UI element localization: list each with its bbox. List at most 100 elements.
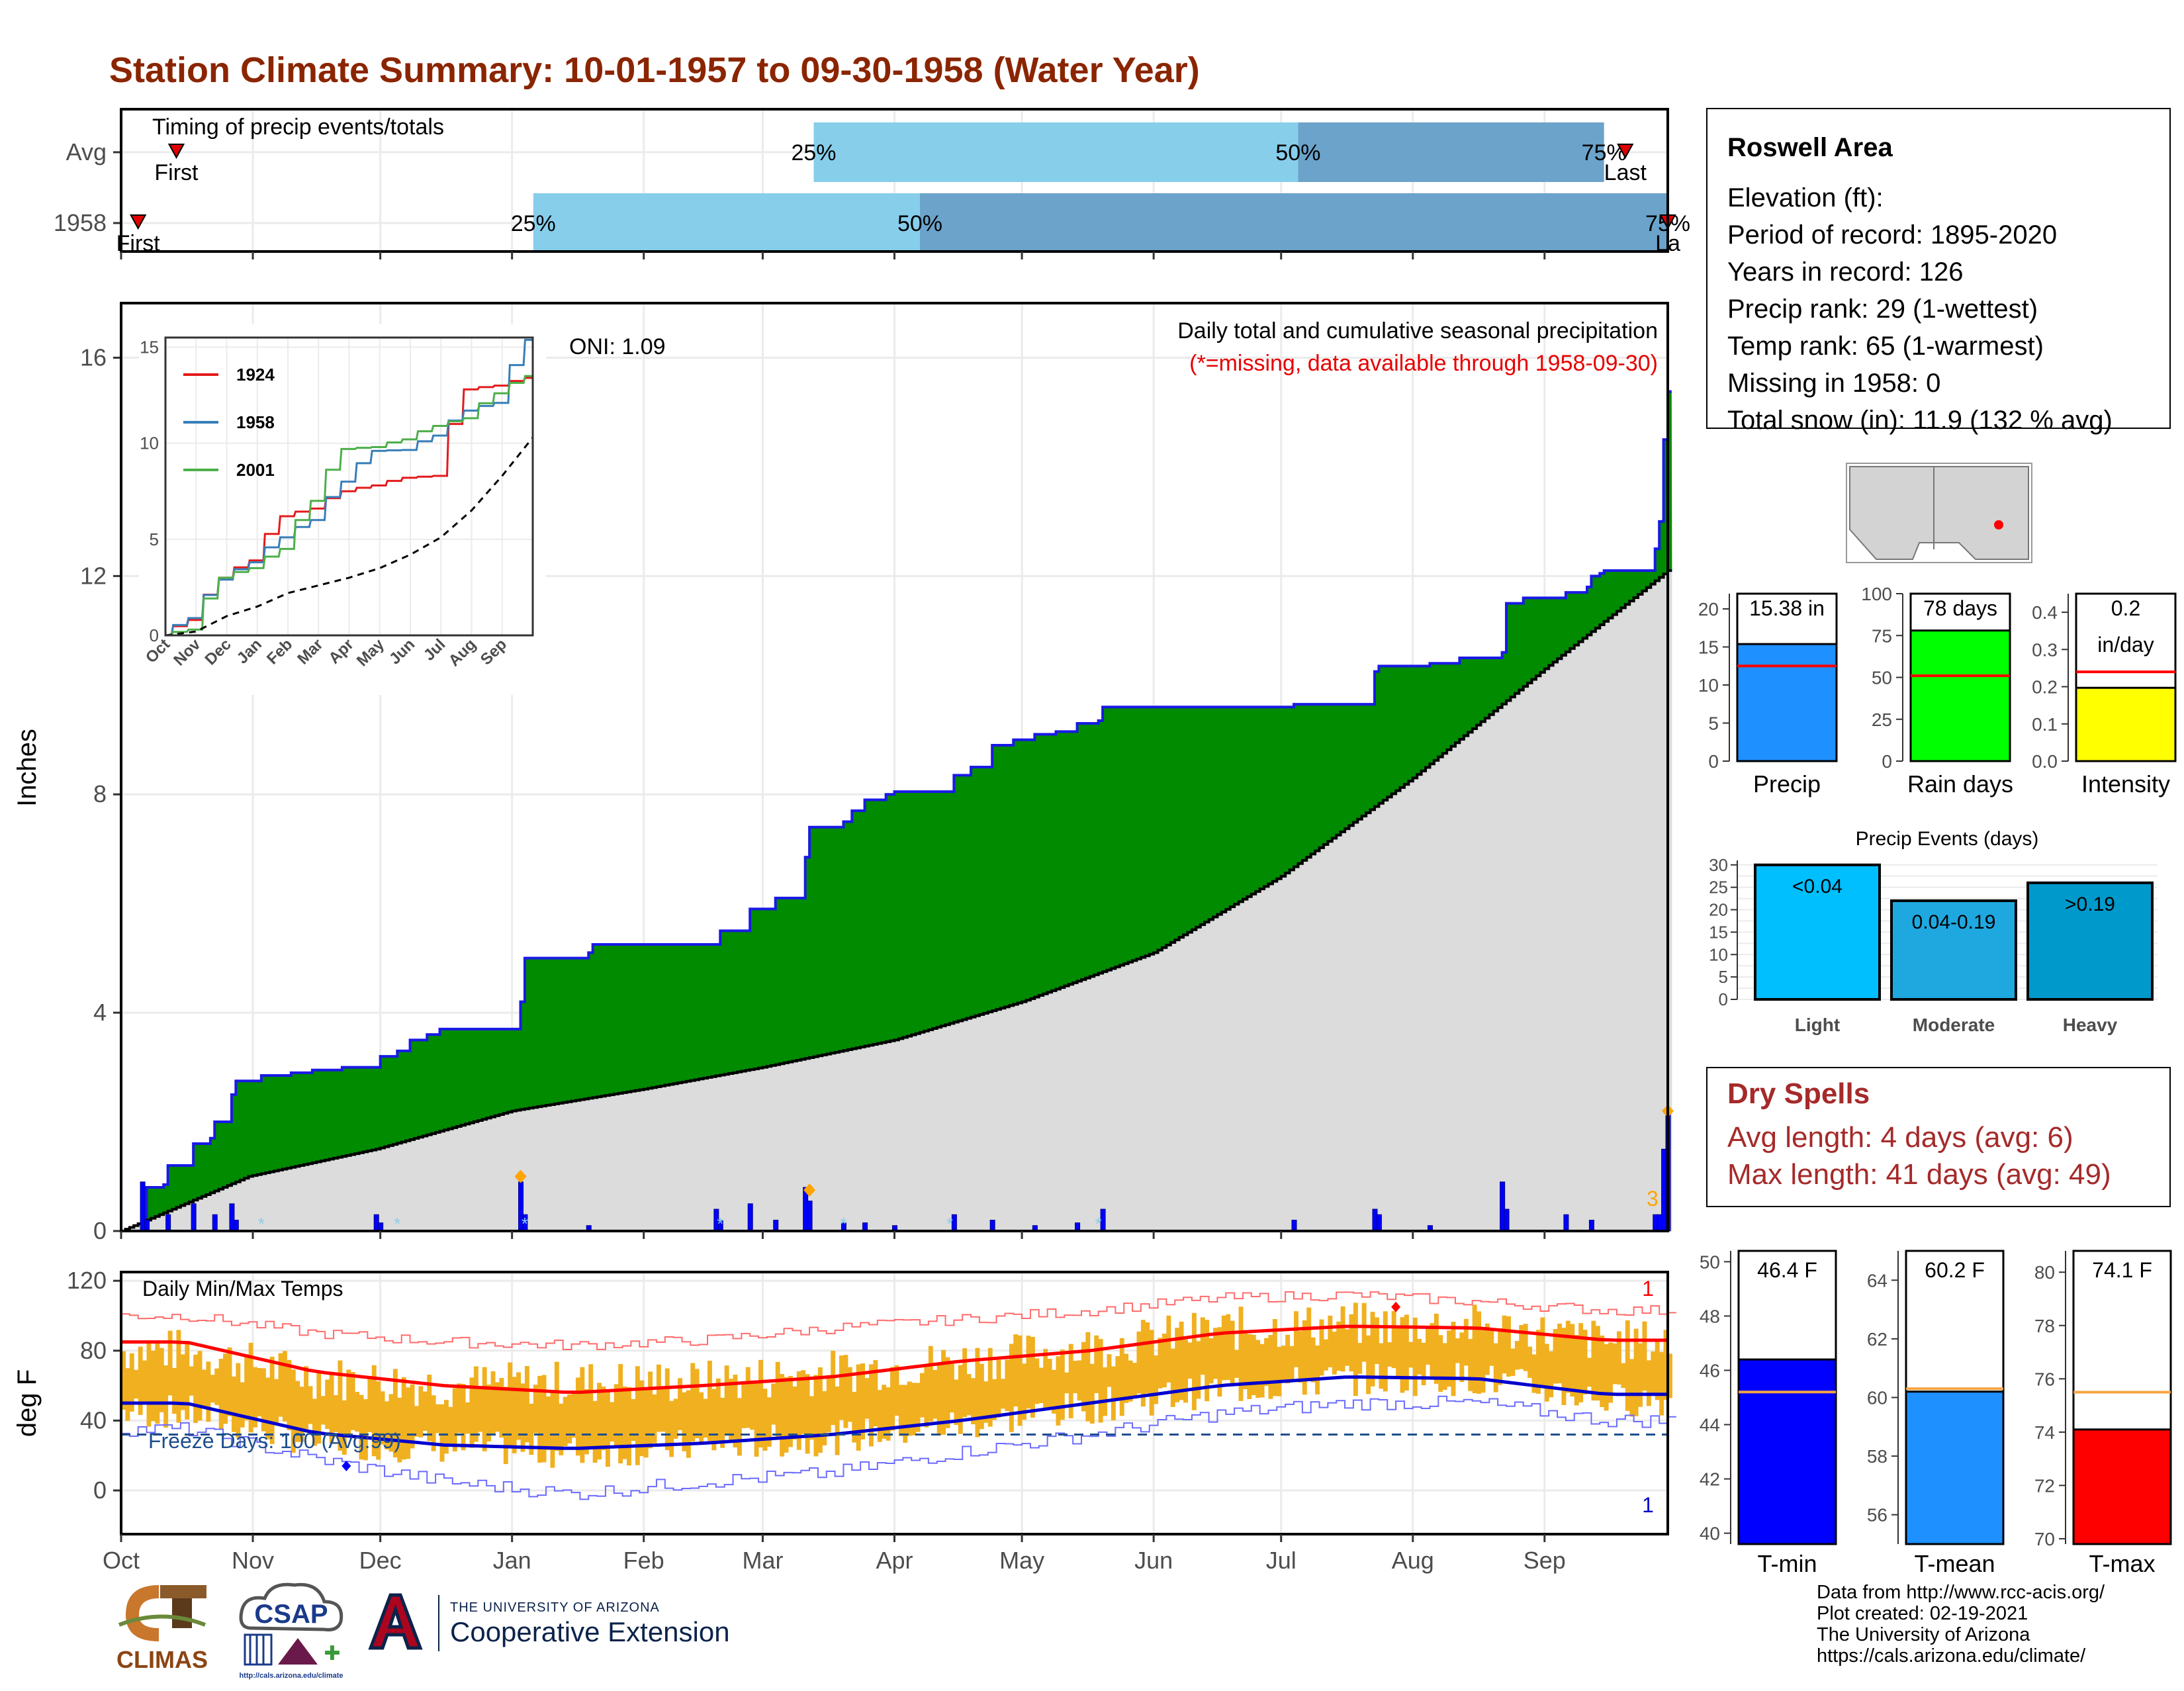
daily-temp-bar [512, 1377, 517, 1453]
tmin-bar [1737, 1358, 1837, 1545]
freeze-days-label: Freeze Days: 100 (Avg:99) [148, 1429, 401, 1453]
inset-y-tick-label: 5 [150, 529, 159, 549]
daily-temp-bar [520, 1383, 525, 1452]
daily-temp-bar [1383, 1311, 1388, 1392]
daily-temp-bar [635, 1366, 640, 1465]
daily-temp-bar [1208, 1338, 1214, 1384]
daily-temp-bar [780, 1374, 785, 1457]
daily-temp-bar [308, 1386, 313, 1424]
daily-temp-bar [1489, 1330, 1494, 1366]
daily-temp-bar [796, 1371, 801, 1450]
precip-summary-tick-label: 0 [1708, 751, 1719, 772]
daily-temp-bar [720, 1397, 725, 1448]
precip-events-tick-label: 20 [1709, 900, 1728, 920]
daily-precip-bar [212, 1214, 218, 1232]
daily-temp-bar [312, 1398, 317, 1446]
dry-spells-max: Max length: 41 days (avg: 49) [1727, 1158, 2111, 1191]
station-temp-rank: Temp rank: 65 (1-warmest) [1727, 332, 2044, 361]
daily-temp-bar [826, 1375, 831, 1433]
daily-temp-bar [167, 1330, 173, 1396]
daily-precip-bar [989, 1220, 995, 1232]
daily-temp-bar [443, 1400, 449, 1454]
daily-temp-bar [236, 1363, 241, 1438]
timing-bar-25-50 [813, 122, 1298, 182]
daily-temp-bar [1438, 1335, 1443, 1392]
daily-temp-bar [1221, 1315, 1226, 1381]
daily-precip-bar [233, 1220, 239, 1232]
dry-spells-box: Dry Spells Avg length: 4 days (avg: 6) M… [1706, 1067, 2171, 1207]
station-location-dot [1994, 520, 2003, 529]
month-x-tick-label: Nov [232, 1547, 274, 1574]
daily-temp-bar [516, 1372, 522, 1440]
daily-temp-bar [1582, 1330, 1588, 1394]
station-info-box: Roswell Area Elevation (ft): Period of r… [1706, 108, 2171, 435]
daily-temp-bar [524, 1366, 529, 1443]
inset-average-line [165, 437, 534, 637]
daily-temp-bar [911, 1383, 917, 1436]
daily-temp-bar [1565, 1320, 1570, 1393]
daily-temp-bar [1663, 1330, 1668, 1400]
daily-temp-bar [660, 1387, 666, 1432]
daily-temp-bar [401, 1377, 406, 1460]
dry-spells-avg: Avg length: 4 days (avg: 6) [1727, 1121, 2073, 1154]
month-x-tick-label: Apr [876, 1547, 913, 1574]
daily-temp-bar [478, 1387, 483, 1432]
daily-temp-bar [614, 1384, 619, 1448]
inset-border [164, 336, 534, 637]
precip-surplus-area [121, 391, 1672, 1232]
daily-temp-bar [610, 1402, 615, 1442]
daily-temp-bar [873, 1359, 878, 1427]
daily-temp-bar [750, 1380, 755, 1430]
intensity-summary-label: Intensity [2081, 770, 2170, 798]
daily-temp-bar [537, 1375, 543, 1463]
daily-temp-bar [150, 1350, 156, 1422]
daily-temp-bar [1523, 1324, 1528, 1371]
timing-bar-50-75 [1298, 122, 1604, 182]
daily-temp-bar [805, 1374, 810, 1454]
tmean-tick-label: 60 [1867, 1388, 1888, 1408]
daily-temp-bar [185, 1343, 190, 1420]
daily-temp-bar [1591, 1320, 1596, 1401]
daily-temp-bar [503, 1387, 508, 1465]
daily-temp-bar [1595, 1326, 1600, 1401]
daily-temp-bar [392, 1369, 398, 1458]
tmin-tick-label: 46 [1700, 1360, 1720, 1381]
daily-temp-bar [159, 1348, 164, 1412]
precip-max-marker [514, 1169, 527, 1183]
daily-temp-bar [966, 1374, 972, 1416]
temp-y-axis-label: deg F [13, 1369, 42, 1437]
daily-temp-bar [1433, 1313, 1439, 1384]
daily-temp-bar [1480, 1330, 1486, 1393]
daily-temp-bar [320, 1396, 326, 1425]
daily-temp-bar [690, 1363, 696, 1442]
daily-temp-bar [1064, 1372, 1069, 1394]
temp-avg-high-line [121, 1324, 1668, 1394]
daily-temp-bar [457, 1383, 462, 1434]
daily-temp-bar [1484, 1323, 1490, 1375]
inset-legend-label: 1958 [236, 412, 275, 432]
daily-temp-bar [257, 1367, 262, 1417]
daily-temp-bar [350, 1372, 355, 1430]
timing-row-label: Avg [66, 138, 107, 165]
tmin-tick-label: 40 [1700, 1524, 1720, 1544]
tmax-tick-label: 78 [2034, 1316, 2055, 1336]
daily-temp-bar [138, 1346, 143, 1415]
intensity-summary-tick-label: 0.0 [2032, 751, 2058, 772]
daily-temp-bar [1379, 1343, 1384, 1389]
daily-temp-bar [703, 1398, 708, 1438]
daily-temp-bar [1600, 1335, 1605, 1408]
daily-temp-bar [915, 1383, 921, 1432]
daily-temp-bar [1175, 1328, 1180, 1402]
daily-precip-bar [1291, 1220, 1297, 1232]
month-x-tick-label: Oct [103, 1547, 140, 1574]
month-x-tick-label: Jan [493, 1547, 531, 1574]
daily-temp-bar [1638, 1343, 1643, 1407]
daily-temp-bar [1005, 1359, 1010, 1412]
daily-temp-bar [265, 1377, 271, 1440]
daily-temp-bar [121, 1351, 126, 1410]
tmax-value: 74.1 F [2092, 1258, 2152, 1282]
daily-temp-bar [1527, 1346, 1533, 1378]
precip-events-label: Light [1795, 1015, 1840, 1035]
tmax-tick-label: 76 [2034, 1369, 2055, 1389]
daily-temp-bar [210, 1375, 215, 1403]
